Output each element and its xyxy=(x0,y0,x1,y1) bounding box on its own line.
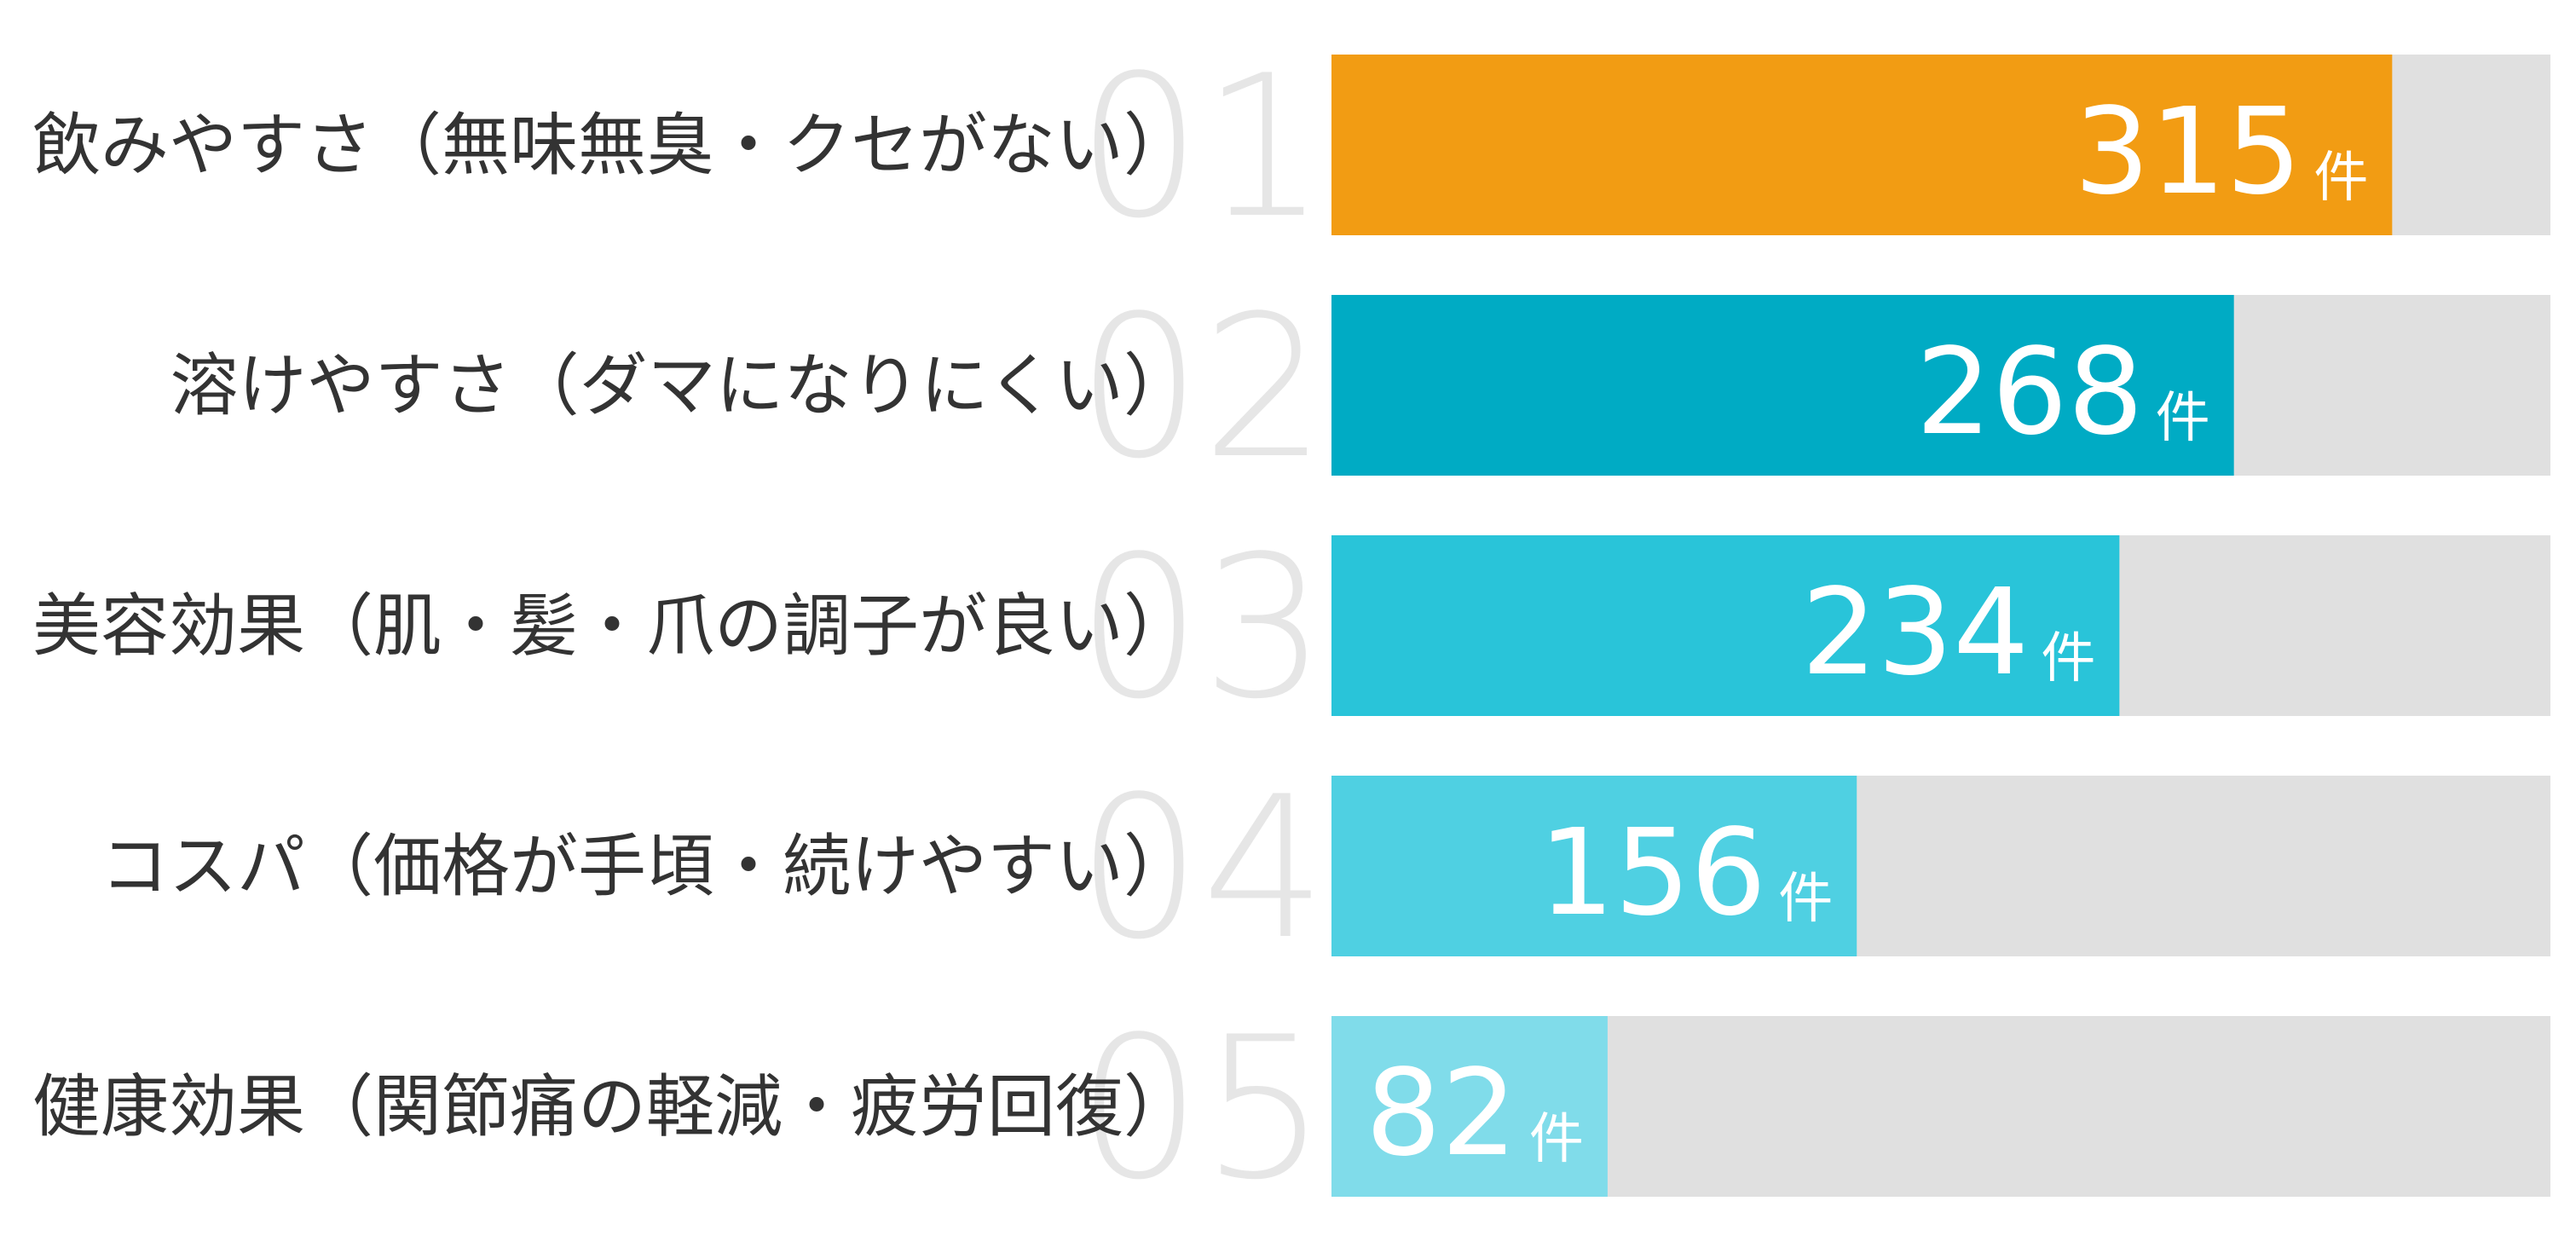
bar-1 xyxy=(1331,55,2393,235)
value-label-1: 315 xyxy=(2074,83,2302,222)
bar-4 xyxy=(1331,776,1857,956)
value-unit-4: 件 xyxy=(1778,868,1833,931)
value-unit-3: 件 xyxy=(2041,627,2095,690)
value-unit-2: 件 xyxy=(2156,387,2210,450)
category-label-3: 美容効果（肌・髪・爪の調子が良い） xyxy=(32,586,1192,666)
value-unit-1: 件 xyxy=(2313,147,2368,210)
rank-number-1: 01 xyxy=(1077,34,1326,262)
value-label-5: 82 xyxy=(1366,1044,1517,1183)
value-label-3: 234 xyxy=(1801,563,2029,702)
rank-number-2: 02 xyxy=(1077,274,1326,502)
bar-2 xyxy=(1331,295,2234,476)
value-label-2: 268 xyxy=(1915,323,2143,462)
bar-5 xyxy=(1331,1016,1608,1197)
rank-number-5: 05 xyxy=(1077,996,1326,1223)
value-unit-5: 件 xyxy=(1529,1108,1584,1171)
rank-number-3: 03 xyxy=(1077,515,1326,742)
category-label-1: 飲みやすさ（無味無臭・クセがない） xyxy=(32,106,1192,185)
category-label-2: 溶けやすさ（ダマになりにくい） xyxy=(170,346,1192,425)
rank-number-4: 04 xyxy=(1077,755,1326,983)
category-label-5: 健康効果（関節痛の軽減・疲労回復） xyxy=(32,1067,1192,1146)
bar-3 xyxy=(1331,535,2120,716)
category-label-4: コスパ（価格が手頃・続けやすい） xyxy=(101,827,1192,906)
value-label-4: 156 xyxy=(1539,804,1766,943)
